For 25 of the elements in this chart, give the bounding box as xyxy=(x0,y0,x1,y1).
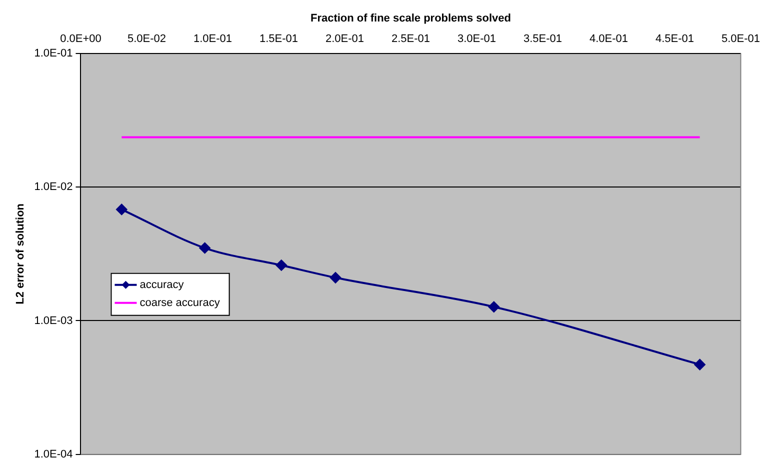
y-tick-label: 1.0E-01 xyxy=(34,47,73,60)
x-tick-label: 5.0E-02 xyxy=(127,32,166,45)
x-tick-label: 1.5E-01 xyxy=(259,32,298,45)
x-tick-label: 3.5E-01 xyxy=(523,32,562,45)
point xyxy=(488,301,500,312)
y-tick-label: 1.0E-03 xyxy=(34,314,73,327)
point xyxy=(694,359,706,370)
x-tick-label: 5.0E-01 xyxy=(721,32,760,45)
x-tick-label: 2.0E-01 xyxy=(325,32,364,45)
legend-label: accuracy xyxy=(140,278,184,291)
x-tick-label: 2.5E-01 xyxy=(391,32,430,45)
x-tick-label: 4.5E-01 xyxy=(655,32,694,45)
x-tick-label: 4.0E-01 xyxy=(589,32,628,45)
y-tick-label: 1.0E-02 xyxy=(34,181,73,194)
point xyxy=(199,242,210,254)
x-tick-label: 3.0E-01 xyxy=(457,32,496,45)
point xyxy=(116,204,128,215)
x-tick-label: 0.0E+00 xyxy=(60,32,102,45)
y-axis-title: L2 error of solution xyxy=(14,203,27,304)
legend-label: coarse accuracy xyxy=(140,296,220,309)
y-tick-label: 1.0E-04 xyxy=(34,448,73,460)
x-tick-label: 1.0E-01 xyxy=(193,32,232,45)
x-axis-title: Fraction of fine scale problems solved xyxy=(310,12,511,25)
point xyxy=(330,272,341,284)
point xyxy=(276,260,287,271)
